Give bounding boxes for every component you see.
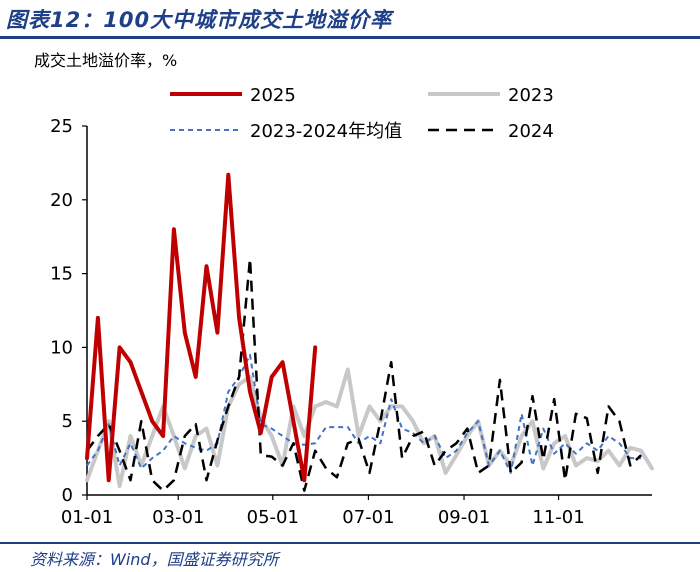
series-group xyxy=(85,172,654,492)
series-line-2023 xyxy=(85,367,654,489)
axes: 0 5 10 15 20 25 01-01 03-01 05-01 07-01 09-01 11-01 xyxy=(50,116,652,528)
y-tick-label: 0 xyxy=(62,485,73,506)
legend-label-2024: 2024 xyxy=(508,121,554,142)
source-rule xyxy=(0,542,700,544)
title-rule xyxy=(0,36,700,39)
x-tick-label: 01-01 xyxy=(61,507,113,528)
series-line-2023-2024年均值 xyxy=(86,353,642,474)
y-tick-label: 10 xyxy=(50,337,73,358)
figure-title: 图表12：100大中城市成交土地溢价率 xyxy=(6,8,393,32)
y-tick-label: 20 xyxy=(50,190,73,211)
x-tick-label: 09-01 xyxy=(438,507,490,528)
y-tick-label: 15 xyxy=(50,264,73,285)
series-line-2024 xyxy=(85,257,642,492)
y-tick-label: 5 xyxy=(62,411,73,432)
source-note: 资料来源：Wind，国盛证券研究所 xyxy=(30,550,279,569)
legend-label-2023: 2023 xyxy=(508,85,554,106)
y-unit-label: 成交土地溢价率，% xyxy=(34,51,177,70)
x-tick-label: 05-01 xyxy=(247,507,299,528)
x-tick-label: 07-01 xyxy=(342,507,394,528)
y-tick-label: 25 xyxy=(50,116,73,137)
x-tick-label: 03-01 xyxy=(152,507,204,528)
x-tick-label: 11-01 xyxy=(532,507,584,528)
series-line-2025 xyxy=(85,172,318,483)
legend: 2025 2023 2023-2024年均值 2024 xyxy=(170,85,554,142)
legend-label-2025: 2025 xyxy=(250,85,296,106)
legend-label-2023-2024年均值: 2023-2024年均值 xyxy=(250,121,402,142)
